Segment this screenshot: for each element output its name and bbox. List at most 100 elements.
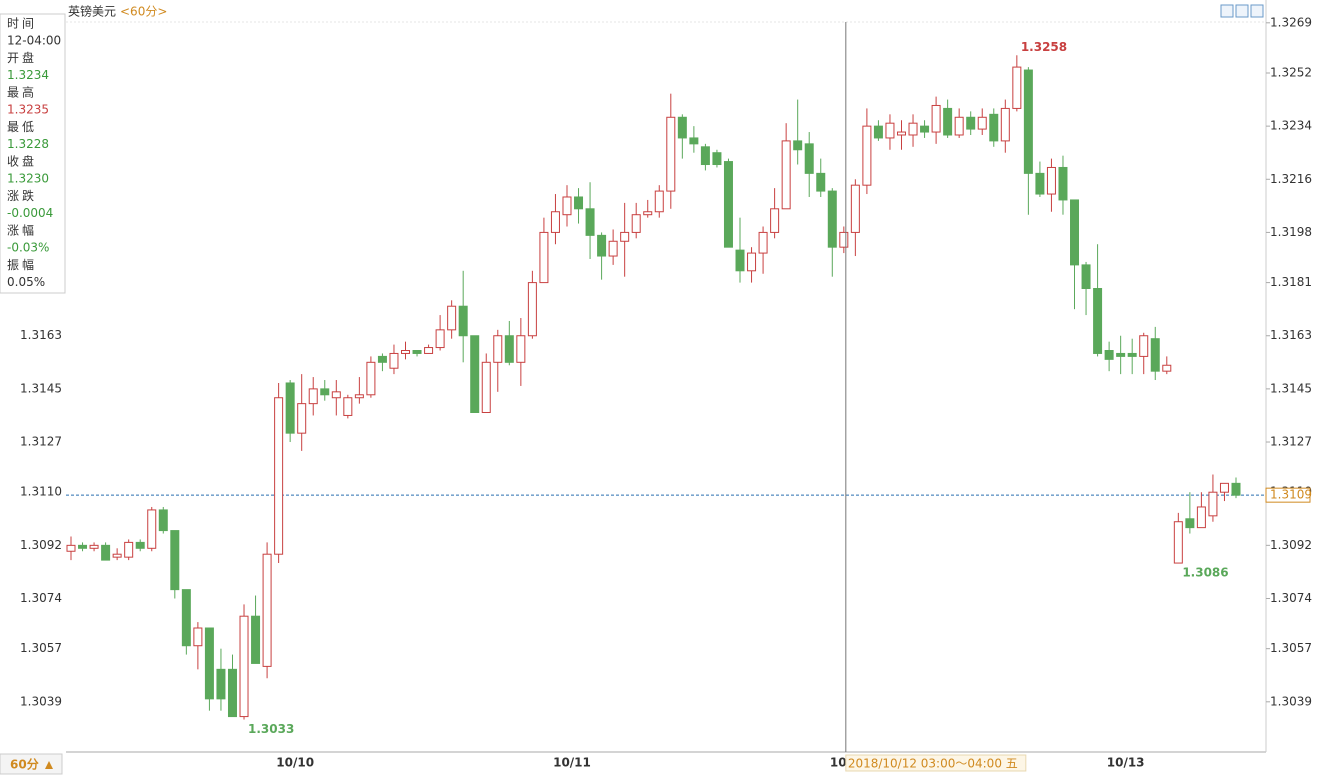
candle-body xyxy=(89,544,99,549)
candle-body xyxy=(331,391,341,399)
chart-title: 英镑美元 xyxy=(68,4,116,19)
y-tick-label-left: 1.3074 xyxy=(20,591,62,605)
candle-body xyxy=(562,196,572,216)
candle-body xyxy=(1162,364,1172,372)
icon[interactable] xyxy=(1220,4,1234,18)
candle-body xyxy=(1081,264,1091,290)
button-label[interactable]: 60分 xyxy=(10,757,39,772)
icon[interactable] xyxy=(1235,4,1249,18)
candle-body xyxy=(1000,107,1010,142)
candle-body xyxy=(723,161,733,248)
candle-body xyxy=(1093,288,1103,354)
min-label: 1.3033 xyxy=(248,722,294,736)
candle-body xyxy=(977,116,987,130)
candle-body xyxy=(1208,491,1218,517)
candle-body xyxy=(504,335,514,363)
candle-body xyxy=(1035,172,1045,195)
x-tick-label: 10/11 xyxy=(553,756,591,770)
candle-body xyxy=(793,140,803,151)
candle-body xyxy=(78,544,88,549)
candle-body xyxy=(1127,352,1137,357)
y-tick-label-left: 1.3039 xyxy=(20,694,62,708)
candle-body xyxy=(989,113,999,142)
candle-body xyxy=(412,350,422,354)
candle-body xyxy=(170,530,180,591)
y-tick-label: 1.3234 xyxy=(1270,119,1312,133)
candle-body xyxy=(550,211,560,233)
candle-body xyxy=(574,196,584,210)
candle-body xyxy=(112,553,122,558)
candle-body xyxy=(251,615,261,664)
info-label: 涨跌 xyxy=(7,188,37,203)
y-tick-label-left: 1.3092 xyxy=(20,538,62,552)
candle-body xyxy=(539,231,549,284)
candle-body xyxy=(285,382,295,434)
candle-body xyxy=(712,152,722,166)
x-tick-label: 10/10 xyxy=(276,756,314,770)
candle-body xyxy=(1219,482,1229,493)
candle-body xyxy=(493,335,503,363)
plot: 1.3039 1.3039 1.3057 1.3057 1.3074 1.3074 1.30… xyxy=(20,15,1312,772)
info-panel: 时间 12-04:00 开盘 1.3234 最高 1.3235 最低 1.3228 收盘 1.32… xyxy=(0,13,66,294)
y-tick-label-left: 1.3145 xyxy=(20,381,62,395)
candle-body xyxy=(527,282,537,337)
candle-body xyxy=(1231,482,1241,496)
y-tick-label: 1.3092 xyxy=(1270,538,1312,552)
toolbar-icons[interactable] xyxy=(1220,4,1264,18)
candle-body xyxy=(620,231,630,242)
candle-body xyxy=(1196,506,1206,529)
y-tick-label: 1.3057 xyxy=(1270,641,1312,655)
candle-body xyxy=(354,394,364,399)
info-label: 最高 xyxy=(7,85,37,100)
info-label: 最低 xyxy=(7,120,37,134)
local-min-label: 1.3086 xyxy=(1182,566,1228,580)
candle-body xyxy=(908,122,918,136)
candle-body xyxy=(597,234,607,257)
candle-body xyxy=(1104,350,1114,360)
y-tick-label-left: 1.3057 xyxy=(20,641,62,655)
info-value: 1.3234 xyxy=(7,68,49,82)
candle-body xyxy=(931,104,941,133)
candle-body xyxy=(216,668,226,700)
info-label: 振幅 xyxy=(7,257,37,272)
candle-body xyxy=(816,172,826,192)
arrow[interactable] xyxy=(45,761,53,769)
candle-body xyxy=(158,509,168,532)
info-value: -0.0004 xyxy=(7,206,53,220)
candle-body xyxy=(66,544,76,552)
candle-body xyxy=(481,361,491,413)
candle-body xyxy=(631,214,641,233)
candle-body xyxy=(135,541,145,549)
candle-body xyxy=(147,509,157,549)
period-button[interactable]: 60分 xyxy=(0,753,63,775)
icon[interactable] xyxy=(1250,4,1264,18)
info-value: 0.05% xyxy=(7,275,45,289)
candle-body xyxy=(181,589,191,647)
candle-body xyxy=(827,190,837,248)
candle-body xyxy=(1012,66,1022,109)
candle-body xyxy=(873,125,883,139)
candle-body xyxy=(943,107,953,136)
info-value: -0.03% xyxy=(7,241,49,255)
y-tick-label: 1.3269 xyxy=(1270,15,1312,29)
candle-body xyxy=(101,544,111,561)
info-label: 开盘 xyxy=(7,50,37,65)
crosshair-tag xyxy=(845,754,1027,772)
candle-body xyxy=(585,208,595,236)
candle-body xyxy=(1150,338,1160,372)
candle-body xyxy=(435,329,445,349)
candle-body xyxy=(274,397,284,555)
last-price-label: 1.3109 xyxy=(1270,488,1312,502)
info-value: 1.3228 xyxy=(7,137,49,151)
candle-body xyxy=(920,125,930,133)
candle-body xyxy=(850,184,860,233)
y-tick-label: 1.3127 xyxy=(1270,435,1312,449)
y-tick-label: 1.3145 xyxy=(1270,381,1312,395)
candle-body xyxy=(954,116,964,136)
candle-body xyxy=(308,388,318,405)
candle-body xyxy=(447,305,457,331)
candle-body xyxy=(839,231,849,248)
candle-body xyxy=(770,208,780,233)
y-tick-label: 1.3216 xyxy=(1270,172,1312,186)
